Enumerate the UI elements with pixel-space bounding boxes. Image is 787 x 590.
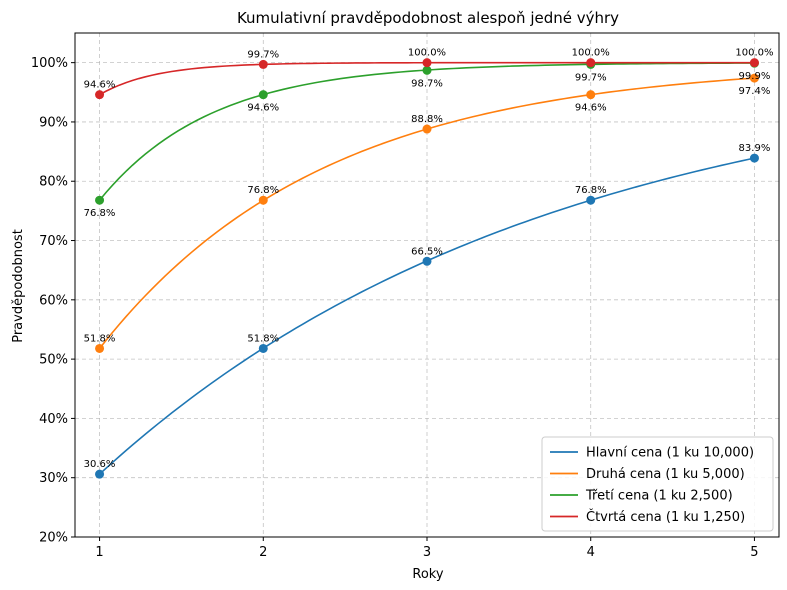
x-tick-label: 1 <box>95 545 103 560</box>
data-label: 97.4% <box>739 86 771 97</box>
y-tick-label: 60% <box>39 293 68 308</box>
data-label: 76.8% <box>247 185 279 196</box>
data-point <box>749 73 759 83</box>
data-label: 99.9% <box>739 71 771 82</box>
legend-entry: Hlavní cena (1 ku 10,000) <box>586 446 754 461</box>
data-label: 94.6% <box>247 103 279 114</box>
data-label: 76.8% <box>84 208 116 219</box>
x-tick-label: 5 <box>750 545 758 560</box>
data-point <box>258 90 268 100</box>
x-tick-label: 3 <box>423 545 431 560</box>
data-label: 99.7% <box>247 49 279 60</box>
data-point <box>95 343 105 353</box>
legend-box <box>541 436 774 532</box>
data-label: 94.6% <box>84 80 116 91</box>
data-point <box>749 153 759 163</box>
y-tick-label: 40% <box>39 412 68 427</box>
axis-ticks: 20% 30% 40% 50% 60% 70% 80% 90% 100% 1 2 3 4 5 <box>31 56 759 560</box>
series-layer <box>95 58 759 479</box>
data-label: 83.9% <box>739 143 771 154</box>
data-labels: 30.6% 51.8% 66.5% 76.8% 83.9% 51.8% 76.8% 88.8%… <box>84 48 774 471</box>
data-label: 98.7% <box>411 78 443 89</box>
data-label: 94.6% <box>575 103 607 114</box>
data-point <box>258 195 268 205</box>
data-point <box>95 195 105 205</box>
legend: Hlavní cena (1 ku 10,000) Druhá cena (1 k… <box>541 436 774 532</box>
data-label: 99.7% <box>575 72 607 83</box>
data-point <box>258 343 268 353</box>
y-tick-label: 30% <box>39 471 68 486</box>
x-tick-label: 2 <box>259 545 267 560</box>
y-tick-label: 20% <box>39 531 68 546</box>
chart-title: Kumulativní pravděpodobnost alespoň jedn… <box>237 9 619 27</box>
data-point <box>258 59 268 69</box>
y-axis-label: Pravděpodobnost <box>11 229 26 343</box>
data-label: 100.0% <box>735 48 773 59</box>
data-point <box>586 58 596 68</box>
data-point <box>95 469 105 479</box>
data-label: 51.8% <box>84 333 116 344</box>
legend-entry: Čtvrtá cena (1 ku 1,250) <box>586 509 745 525</box>
data-point <box>586 90 596 100</box>
legend-entry: Třetí cena (1 ku 2,500) <box>585 489 733 504</box>
data-label: 100.0% <box>572 48 610 59</box>
y-tick-label: 50% <box>39 353 68 368</box>
y-tick-label: 100% <box>31 56 68 71</box>
data-point <box>749 58 759 68</box>
data-label: 100.0% <box>408 48 446 59</box>
data-label: 30.6% <box>84 459 116 470</box>
data-label: 66.5% <box>411 246 443 257</box>
y-tick-label: 90% <box>39 115 68 130</box>
data-label: 88.8% <box>411 114 443 125</box>
x-axis-label: Roky <box>412 567 443 582</box>
data-point <box>422 65 432 75</box>
data-label: 76.8% <box>575 185 607 196</box>
y-tick-label: 80% <box>39 175 68 190</box>
x-tick-label: 4 <box>587 545 595 560</box>
data-point <box>422 124 432 134</box>
y-tick-label: 70% <box>39 234 68 249</box>
data-point <box>95 90 105 100</box>
data-point <box>422 58 432 68</box>
grid <box>75 33 779 538</box>
data-label: 51.8% <box>247 333 279 344</box>
data-point <box>422 256 432 266</box>
legend-entry: Druhá cena (1 ku 5,000) <box>586 467 745 482</box>
data-point <box>586 195 596 205</box>
